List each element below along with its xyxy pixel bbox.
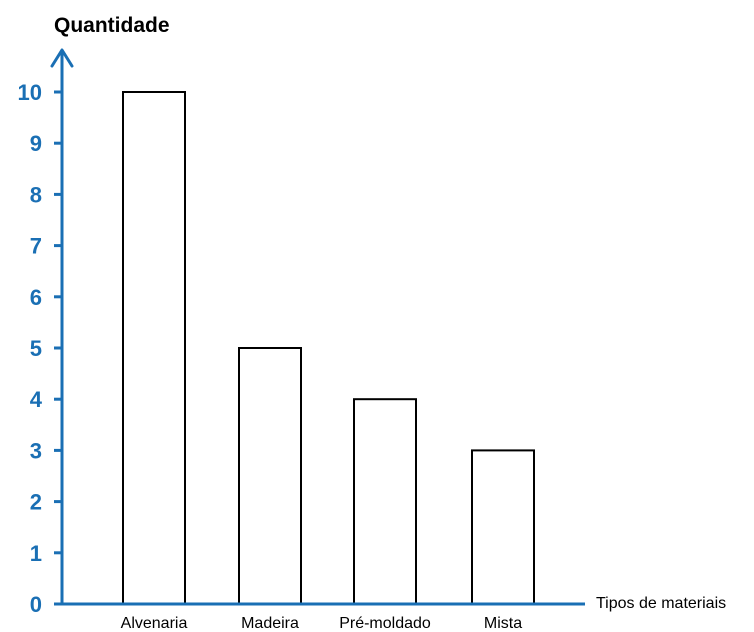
y-axis-label: Quantidade — [54, 14, 170, 37]
bar — [471, 449, 535, 605]
y-tick-label: 8 — [30, 182, 42, 207]
y-tick-label: 7 — [30, 234, 42, 259]
y-tick-label: 4 — [30, 387, 43, 412]
y-tick-label: 1 — [30, 541, 42, 566]
x-tick-label: Madeira — [241, 615, 299, 632]
bar — [122, 91, 186, 605]
y-tick-label: 2 — [30, 490, 42, 515]
x-tick-label: Alvenaria — [121, 615, 188, 632]
y-tick-label: 0 — [30, 592, 42, 617]
y-tick-label: 5 — [30, 336, 42, 361]
bar — [353, 398, 417, 606]
bars-group — [122, 91, 535, 606]
y-tick-label: 9 — [30, 131, 42, 156]
bar — [238, 347, 302, 605]
y-axis-arrow-icon — [50, 48, 74, 68]
x-tick-label: Mista — [484, 615, 522, 632]
x-axis-tick-labels: Alvenaria Madeira Pré-moldado Mista — [121, 615, 523, 632]
x-tick-label: Pré-moldado — [339, 615, 431, 632]
y-tick-label: 10 — [18, 80, 42, 105]
x-axis-label: Tipos de materiais — [596, 595, 726, 612]
y-axis-ticks: 0 1 2 3 4 5 6 7 8 9 10 — [18, 80, 62, 617]
y-tick-label: 6 — [30, 285, 42, 310]
y-tick-label: 3 — [30, 438, 42, 463]
